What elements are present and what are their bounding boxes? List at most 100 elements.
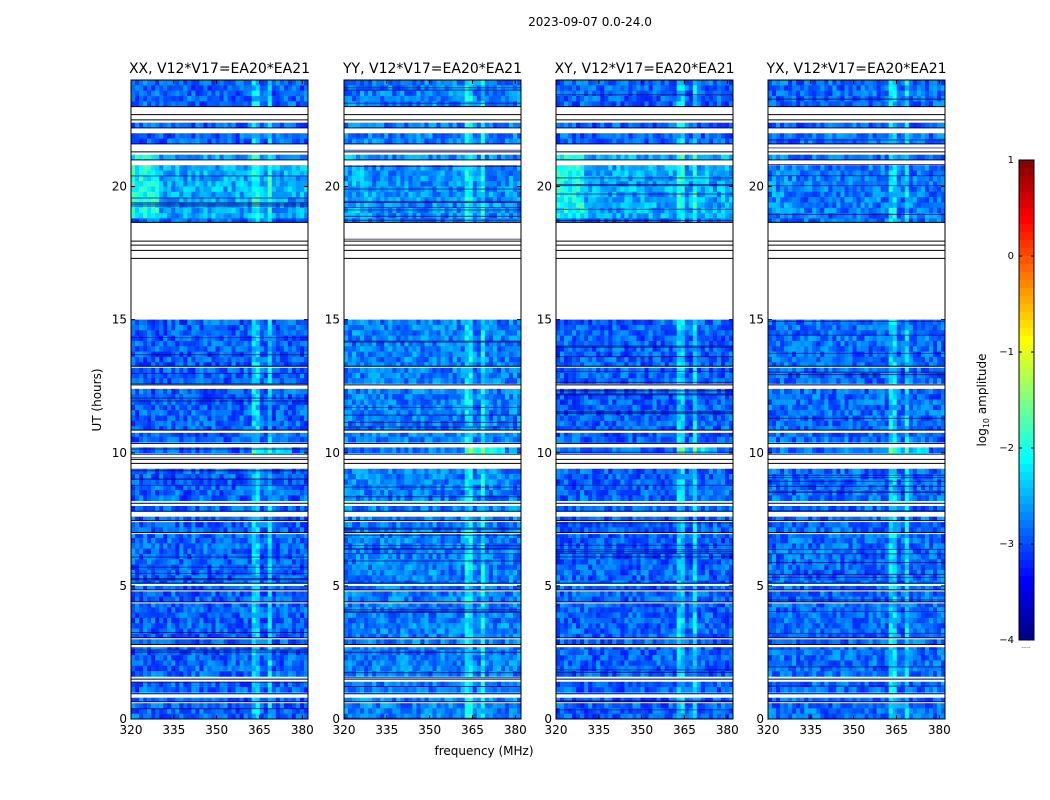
heatmap-cell (219, 655, 224, 661)
heatmap-cell (496, 191, 502, 198)
heatmap-cell (183, 362, 188, 368)
heatmap-cell (271, 527, 277, 533)
heatmap-cell (191, 612, 196, 619)
heatmap-cell (207, 404, 212, 411)
heatmap-cell (211, 186, 216, 193)
heatmap-cell (500, 165, 506, 171)
heatmap-cell (299, 335, 305, 342)
heatmap-cell (243, 569, 248, 576)
heatmap-cell (492, 138, 498, 145)
heatmap-cell (516, 330, 522, 336)
heatmap-cell (283, 681, 289, 688)
heatmap-cell (239, 532, 244, 539)
heatmap-cell (147, 660, 152, 667)
heatmap-cell (179, 133, 184, 139)
heatmap-cell (195, 191, 200, 198)
heatmap-cell (267, 133, 273, 139)
heatmap-cell (303, 665, 309, 672)
heatmap-cell (247, 95, 252, 102)
heatmap-cell (183, 617, 188, 624)
heatmap-cell (424, 202, 429, 209)
heatmap-cell (203, 186, 208, 193)
heatmap-cell (167, 639, 172, 645)
heatmap-cell (239, 713, 244, 720)
heatmap-cell (231, 367, 236, 374)
heatmap-cell (131, 591, 136, 597)
heatmap-cell (163, 671, 168, 677)
heatmap-cell (259, 474, 265, 480)
heatmap-cell (492, 90, 498, 97)
heatmap-cell (251, 122, 256, 129)
heatmap-cell (255, 569, 261, 576)
heatmap-cell (183, 601, 188, 608)
heatmap-cell (275, 367, 281, 374)
heatmap-cell (167, 394, 172, 400)
heatmap-cell (155, 468, 160, 475)
heatmap-cell (372, 335, 377, 342)
heatmap-cell (151, 324, 156, 331)
heatmap-cell (195, 665, 200, 672)
heatmap-cell (199, 138, 204, 145)
heatmap-cell (255, 207, 261, 214)
heatmap-cell (408, 191, 413, 198)
heatmap-cell (191, 713, 196, 720)
heatmap-cell (243, 468, 248, 475)
heatmap-cell (271, 569, 277, 576)
heatmap-cell (372, 80, 377, 86)
heatmap-cell (516, 181, 522, 187)
heatmap-cell (187, 655, 192, 661)
heatmap-cell (259, 394, 265, 400)
heatmap-cell (135, 420, 140, 427)
heatmap-cell (183, 548, 188, 555)
heatmap-cell (255, 399, 261, 406)
heatmap-cell (239, 612, 244, 619)
heatmap-cell (424, 207, 429, 214)
heatmap-cell (275, 447, 281, 454)
heatmap-cell (195, 436, 200, 443)
heatmap-cell (287, 101, 293, 107)
heatmap-cell (267, 85, 273, 91)
heatmap-cell (360, 154, 365, 161)
heatmap-cell (235, 324, 240, 331)
heatmap-cell (512, 330, 518, 336)
heatmap-cell (267, 607, 273, 613)
heatmap-cell (159, 85, 164, 91)
heatmap-cell (207, 213, 212, 219)
heatmap-cell (159, 665, 164, 672)
heatmap-cell (472, 80, 478, 86)
heatmap-cell (135, 207, 140, 214)
heatmap-cell (215, 516, 220, 523)
heatmap-cell (291, 474, 297, 480)
flagged-gap (131, 106, 308, 110)
heatmap-cell (207, 415, 212, 422)
heatmap-cell (179, 80, 184, 86)
heatmap-cell (207, 372, 212, 379)
heatmap-cell (295, 527, 301, 533)
heatmap-cell (420, 324, 425, 331)
heatmap-cell (131, 516, 136, 523)
heatmap-cell (263, 330, 269, 336)
heatmap-cell (175, 191, 180, 198)
heatmap-cell (131, 521, 136, 528)
heatmap-cell (163, 607, 168, 613)
heatmap-cell (496, 154, 502, 161)
heatmap-cell (255, 436, 261, 443)
heatmap-cell (259, 101, 265, 107)
heatmap-cell (460, 138, 465, 145)
heatmap-cell (179, 628, 184, 635)
heatmap-cell (412, 340, 417, 347)
heatmap-cell (303, 122, 309, 129)
heatmap-cell (227, 490, 232, 496)
heatmap-cell (167, 330, 172, 336)
heatmap-cell (143, 394, 148, 400)
heatmap-cell (424, 175, 429, 182)
heatmap-cell (452, 138, 457, 145)
heatmap-cell (460, 191, 465, 198)
scan-line (131, 484, 308, 486)
heatmap-cell (283, 532, 289, 539)
heatmap-cell (147, 575, 152, 581)
heatmap-cell (275, 532, 281, 539)
heatmap-cell (275, 319, 281, 326)
heatmap-cell (243, 426, 248, 432)
heatmap-cell (183, 213, 188, 219)
